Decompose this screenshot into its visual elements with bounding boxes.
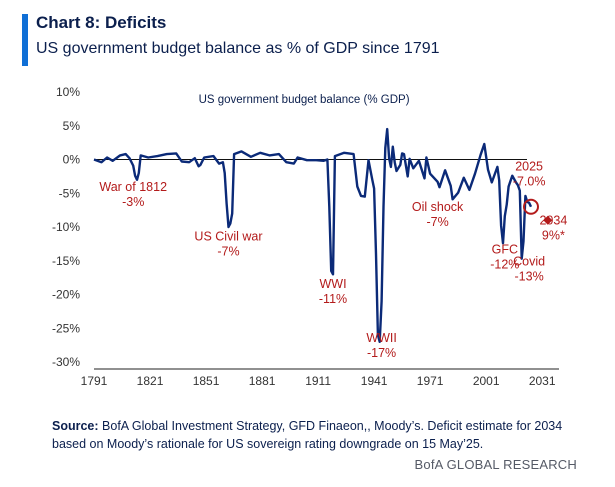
annotation-line: -12% [490,257,519,271]
x-tick-label: 1941 [361,374,388,388]
x-tick-label: 1911 [305,374,331,388]
annotation-label: GFC -12% [490,242,519,271]
chart-subtitle: US government budget balance as % of GDP… [36,40,440,57]
annotation-line: -7% [426,215,448,229]
x-tick-label: 1971 [417,374,444,388]
x-tick-label: 2031 [529,374,556,388]
x-tick-label: 2001 [473,374,500,388]
annotation-line: 2025 [515,159,543,173]
y-tick-label: -10% [52,220,80,234]
y-tick-label: 10% [56,85,80,99]
y-tick-label: -25% [52,321,80,335]
y-tick-label: -30% [52,355,80,369]
source-text: BofA Global Investment Strategy, GFD Fin… [52,419,563,451]
annotation-line: GFC [492,242,518,256]
annotation-line: -7% [217,245,239,259]
annotation-line: WWI [319,277,346,291]
x-tick-label: 1851 [193,374,220,388]
annotation-line: -13% [515,269,544,283]
plot-title: US government budget balance (% GDP) [199,94,410,106]
annotation-line: WWII [366,331,397,345]
annotation-label: 2034 9%* [539,213,567,242]
annotation-label: War of 1812 -3% [99,180,167,209]
y-tick-label: 0% [63,153,81,167]
title-accent-bar [22,14,28,66]
x-tick-label: 1821 [137,374,164,388]
x-tick-label: 1881 [249,374,276,388]
x-tick-label: 1791 [81,374,108,388]
annotation-label: WWI -11% [319,277,347,306]
annotation-label: 2025 -7.0% [513,159,546,188]
annotation-label: US Civil war -7% [194,230,262,259]
annotation-line: -17% [367,346,396,360]
highlight-2025-circle [522,198,539,215]
annotation-label: WWII -17% [366,331,397,360]
annotation-label: Oil shock -7% [412,200,464,229]
marker-2034 [543,215,553,225]
y-tick-label: -5% [59,186,81,200]
chart-title: Chart 8: Deficits [36,13,167,32]
source-note: Source: BofA Global Investment Strategy,… [52,417,592,453]
annotation-line: US Civil war [194,230,262,244]
y-tick-label: 5% [63,119,81,133]
budget-balance-chart: US government budget balance (% GDP) 10% 5… [52,85,567,388]
annotation-line: Oil shock [412,200,464,214]
y-tick-label: -15% [52,254,80,268]
y-tick-label: -20% [52,288,80,302]
annotation-line: -3% [122,195,144,209]
annotation-line: 9%* [542,228,565,242]
brand-label: BofA GLOBAL RESEARCH [414,457,577,472]
budget-balance-line [93,127,533,343]
annotation-line: -7.0% [513,174,546,188]
source-label: Source: [52,419,99,433]
annotation-line: War of 1812 [99,180,167,194]
annotation-line: Covid [513,254,545,268]
annotation-line: 2034 [539,213,567,227]
annotation-label: Covid -13% [513,254,545,283]
annotation-line: -11% [319,292,347,306]
